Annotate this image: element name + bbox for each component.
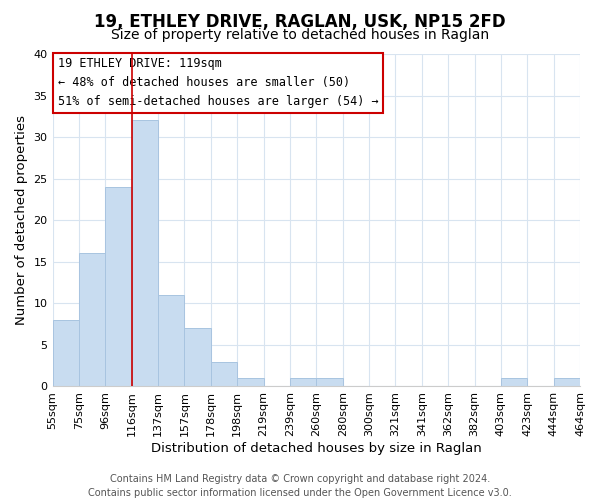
Bar xyxy=(290,378,316,386)
Bar xyxy=(316,378,343,386)
Bar xyxy=(184,328,211,386)
Bar xyxy=(501,378,527,386)
Text: 19, ETHLEY DRIVE, RAGLAN, USK, NP15 2FD: 19, ETHLEY DRIVE, RAGLAN, USK, NP15 2FD xyxy=(94,12,506,30)
Bar xyxy=(211,362,237,386)
Y-axis label: Number of detached properties: Number of detached properties xyxy=(15,115,28,325)
Text: Size of property relative to detached houses in Raglan: Size of property relative to detached ho… xyxy=(111,28,489,42)
Text: 19 ETHLEY DRIVE: 119sqm
← 48% of detached houses are smaller (50)
51% of semi-de: 19 ETHLEY DRIVE: 119sqm ← 48% of detache… xyxy=(58,58,379,108)
Text: Contains HM Land Registry data © Crown copyright and database right 2024.
Contai: Contains HM Land Registry data © Crown c… xyxy=(88,474,512,498)
Bar xyxy=(131,120,158,386)
Bar xyxy=(554,378,580,386)
Bar xyxy=(79,254,105,386)
Bar xyxy=(105,187,131,386)
Bar xyxy=(237,378,263,386)
X-axis label: Distribution of detached houses by size in Raglan: Distribution of detached houses by size … xyxy=(151,442,482,455)
Bar xyxy=(53,320,79,386)
Bar xyxy=(158,295,184,386)
